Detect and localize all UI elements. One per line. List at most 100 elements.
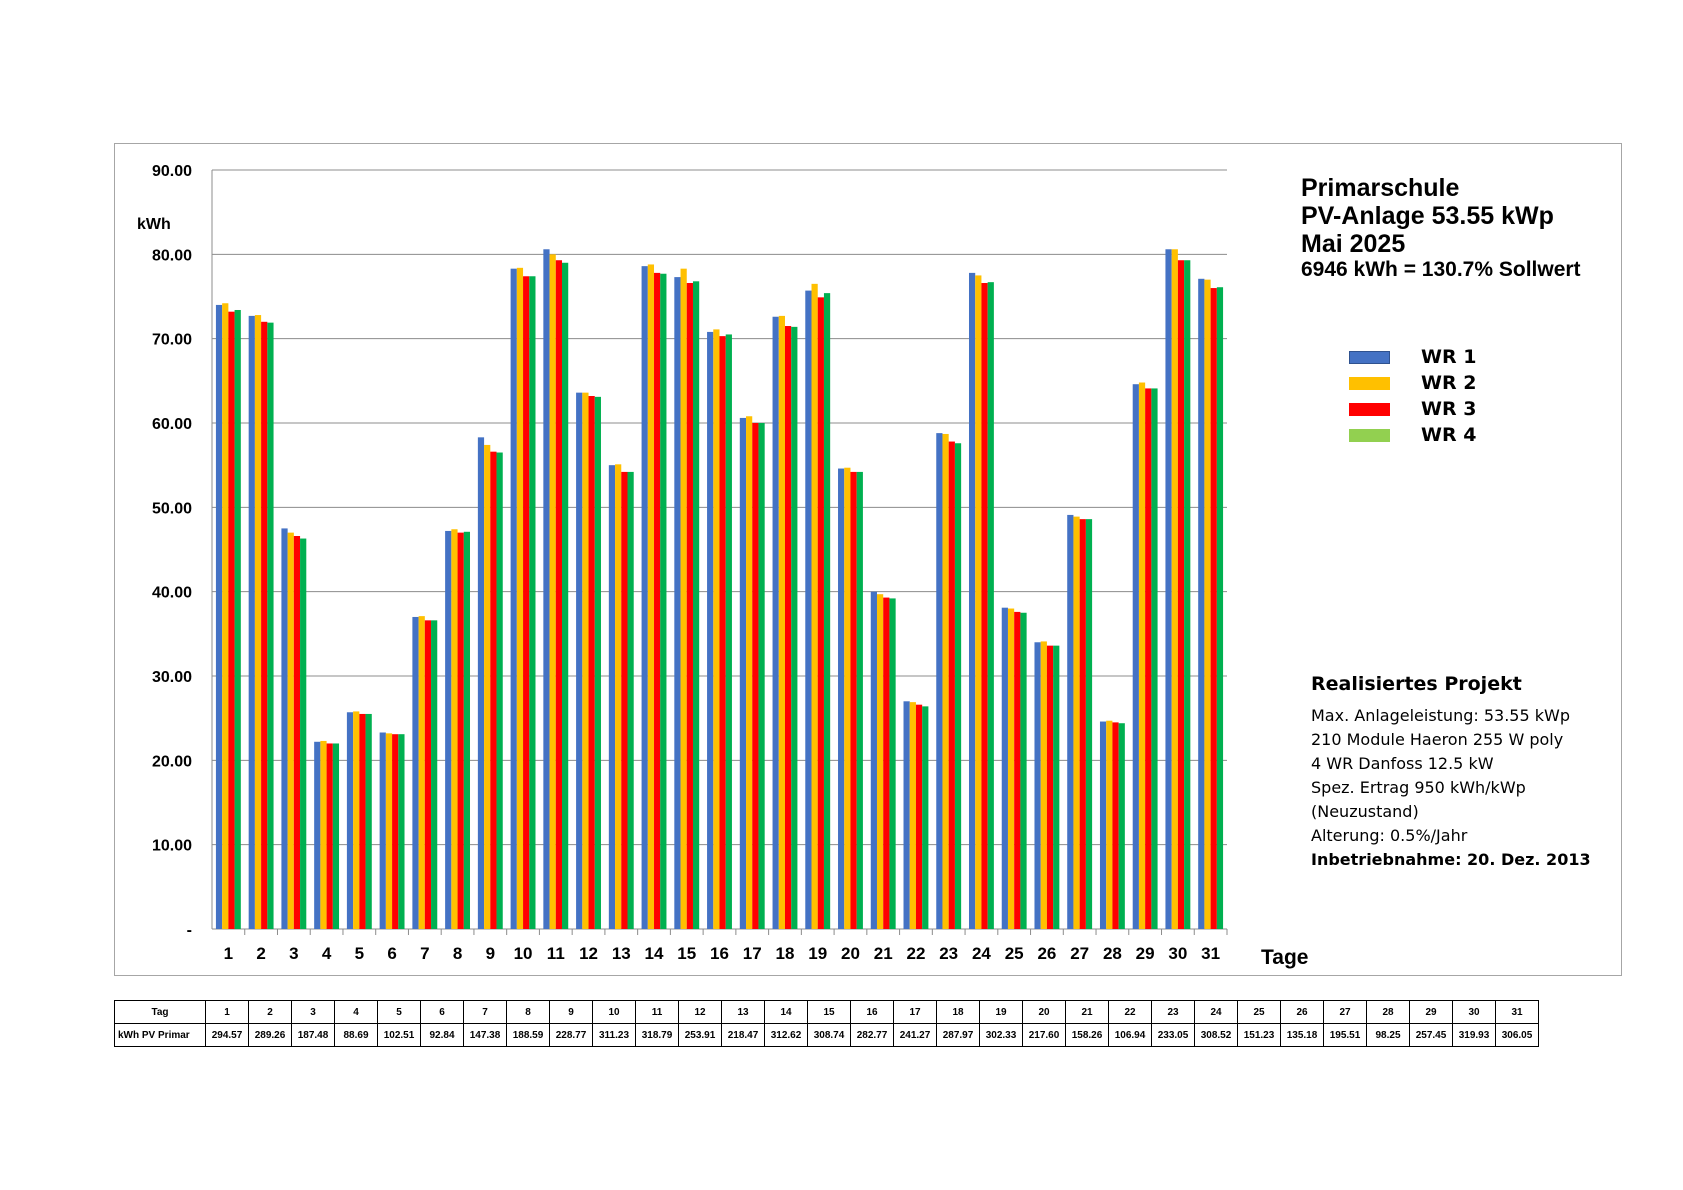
table-cell-day: 31 — [1495, 1000, 1539, 1024]
x-tick-label: 18 — [776, 944, 795, 963]
table-header-tag: Tag — [114, 1000, 206, 1024]
bar-wr4-day-15 — [692, 281, 700, 929]
bar-wr3-day-11 — [555, 260, 563, 929]
bar-wr1-day-22 — [903, 701, 910, 929]
table-cell-value: 319.93 — [1452, 1023, 1496, 1047]
table-cell-value: 218.47 — [721, 1023, 765, 1047]
table-cell-day: 25 — [1237, 1000, 1281, 1024]
bar-wr4-day-4 — [332, 743, 340, 929]
table-cell-day: 10 — [592, 1000, 636, 1024]
y-tick-label: 80.00 — [152, 247, 192, 264]
bar-wr3-day-8 — [457, 532, 464, 929]
project-info: Realisiertes Projekt Max. Anlageleistung… — [1311, 673, 1591, 872]
project-info-line: Alterung: 0.5%/Jahr — [1311, 826, 1468, 845]
bar-wr3-day-13 — [621, 471, 628, 929]
table-cell-value: 158.26 — [1065, 1023, 1109, 1047]
legend-label-wr3: WR 3 — [1421, 398, 1477, 420]
table-cell-day: 11 — [635, 1000, 679, 1024]
y-tick-label: 70.00 — [152, 332, 192, 349]
table-cell-day: 9 — [549, 1000, 593, 1024]
bar-wr1-day-6 — [379, 732, 386, 929]
chart-summary: 6946 kWh = 130.7% Sollwert — [1301, 258, 1581, 281]
table-cell-value: 217.60 — [1022, 1023, 1066, 1047]
y-tick-label: 20.00 — [152, 753, 192, 770]
bar-wr4-day-30 — [1184, 260, 1191, 929]
table-cell-value: 187.48 — [291, 1023, 335, 1047]
bar-wr4-day-23 — [954, 443, 962, 929]
bar-wr1-day-5 — [346, 712, 354, 929]
table-cell-day: 6 — [420, 1000, 464, 1024]
x-tick-label: 31 — [1201, 944, 1220, 963]
bar-wr1-day-14 — [641, 266, 648, 929]
bar-wr1-day-7 — [412, 616, 419, 929]
bar-wr2-day-7 — [418, 616, 425, 929]
bar-wr1-day-24 — [968, 272, 976, 929]
bar-wr3-day-19 — [817, 297, 824, 929]
bar-wr4-day-18 — [791, 326, 798, 929]
bar-wr4-day-24 — [987, 282, 994, 929]
x-tick-label: 15 — [677, 944, 696, 963]
legend: WR 1 WR 2 WR 3 WR 4 — [1349, 344, 1476, 448]
table-cell-value: 98.25 — [1366, 1023, 1410, 1047]
bar-wr1-day-30 — [1165, 249, 1172, 930]
table-cell-day: 12 — [678, 1000, 722, 1024]
bar-wr3-day-14 — [654, 272, 661, 929]
x-tick-label: 7 — [420, 944, 429, 963]
bar-wr2-day-30 — [1171, 249, 1178, 930]
bar-wr2-day-27 — [1073, 516, 1080, 929]
x-tick-label: 29 — [1136, 944, 1155, 963]
table-cell-value: 311.23 — [592, 1023, 636, 1047]
bar-wr4-day-6 — [398, 734, 405, 929]
table-cell-day: 17 — [893, 1000, 937, 1024]
bar-wr4-day-10 — [529, 276, 536, 929]
bar-wr1-day-20 — [838, 468, 845, 929]
bar-wr3-day-25 — [1014, 611, 1021, 929]
x-tick-label: 25 — [1005, 944, 1024, 963]
bar-wr3-day-28 — [1112, 722, 1119, 929]
x-tick-label: 23 — [939, 944, 958, 963]
table-cell-value: 135.18 — [1280, 1023, 1324, 1047]
legend-swatch-wr3 — [1349, 402, 1390, 416]
legend-item-wr4: WR 4 — [1349, 422, 1476, 448]
table-cell-day: 24 — [1194, 1000, 1238, 1024]
x-tick-label: 3 — [289, 944, 298, 963]
x-tick-label: 22 — [906, 944, 925, 963]
x-tick-label: 5 — [355, 944, 364, 963]
bar-wr1-day-3 — [281, 528, 288, 929]
table-cell-value: 287.97 — [936, 1023, 980, 1047]
bar-wr2-day-13 — [615, 464, 622, 929]
bar-wr4-day-31 — [1216, 287, 1224, 929]
bar-wr1-day-25 — [1001, 607, 1008, 929]
table-cell-value: 233.05 — [1151, 1023, 1195, 1047]
bar-wr2-day-5 — [353, 711, 360, 929]
daily-totals-table: Tag 1 2 3 4 5 6 7 8 9 10 11 12 13 14 15 16 17 18 19 20 21 22 2… — [114, 1000, 1539, 1047]
table-cell-day: 4 — [334, 1000, 378, 1024]
bar-wr4-day-12 — [594, 396, 601, 929]
table-cell-day: 13 — [721, 1000, 765, 1024]
table-header-kwh: kWh PV Primar — [114, 1023, 206, 1047]
table-cell-day: 7 — [463, 1000, 507, 1024]
chart-subtitle-1: PV-Anlage 53.55 kWp — [1301, 202, 1554, 230]
x-tick-label: 1 — [224, 944, 233, 963]
bar-wr4-day-2 — [267, 322, 274, 929]
project-info-line: 210 Module Haeron 255 W poly — [1311, 730, 1564, 749]
bar-wr3-day-30 — [1177, 260, 1185, 929]
table-cell-value: 241.27 — [893, 1023, 937, 1047]
bar-wr1-day-29 — [1132, 384, 1139, 929]
x-tick-label: 10 — [514, 944, 533, 963]
x-tick-label: 19 — [808, 944, 827, 963]
table-cell-value: 195.51 — [1323, 1023, 1367, 1047]
x-tick-label: 9 — [486, 944, 495, 963]
bar-wr1-day-31 — [1198, 278, 1205, 929]
table-row-values: kWh PV Primar 294.57 289.26 187.48 88.69 102… — [114, 1023, 1539, 1047]
bar-wr4-day-22 — [922, 706, 929, 929]
table-cell-day: 30 — [1452, 1000, 1496, 1024]
bar-wr4-day-16 — [725, 334, 732, 929]
bar-wr4-day-13 — [627, 471, 634, 929]
bar-wr3-day-16 — [719, 336, 726, 929]
table-cell-day: 28 — [1366, 1000, 1410, 1024]
bar-wr4-day-8 — [463, 531, 471, 929]
bar-wr2-day-31 — [1204, 279, 1211, 930]
bar-wr1-day-18 — [772, 316, 779, 929]
bar-wr2-day-26 — [1040, 641, 1047, 929]
